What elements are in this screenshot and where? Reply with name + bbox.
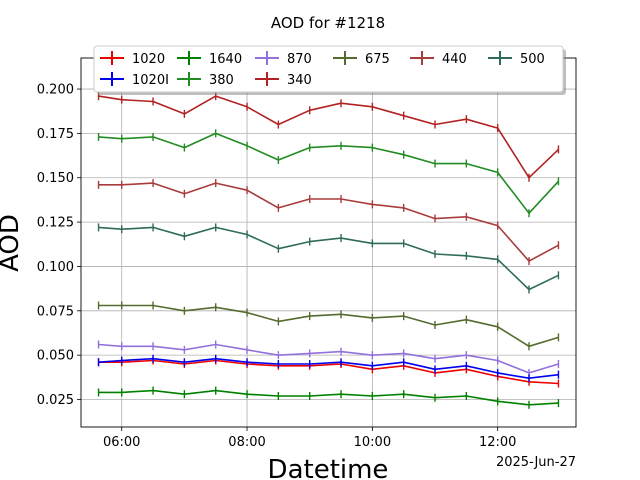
legend: 1020 1640 870 675 440 500 1020I 380 340 — [93, 45, 566, 95]
legend-label: 1020 — [132, 52, 165, 67]
legend-item-380: 380 — [177, 72, 234, 88]
chart-title: AOD for #1218 — [271, 14, 385, 32]
y-tick-label: 0.150 — [37, 171, 74, 186]
y-tick-label: 0.025 — [37, 393, 74, 408]
date-label: 2025-Jun-27 — [496, 455, 576, 470]
x-tick-label: 08:00 — [228, 435, 265, 450]
series-440 — [97, 179, 560, 266]
x-tick-label: 10:00 — [354, 435, 391, 450]
y-tick-label: 0.100 — [37, 260, 74, 275]
legend-label: 500 — [520, 52, 545, 67]
series-380 — [97, 129, 560, 218]
legend-item-1640: 1640 — [177, 51, 242, 67]
y-axis-label: AOD — [0, 214, 25, 272]
legend-item-340: 340 — [255, 72, 312, 88]
legend-item-500: 500 — [488, 51, 545, 67]
legend-item-675: 675 — [333, 51, 390, 67]
series-line — [98, 226, 559, 291]
x-axis-ticks: 06:00 08:00 10:00 12:00 — [103, 427, 516, 450]
series-layer — [97, 92, 560, 409]
series-675 — [97, 301, 560, 351]
series-line — [98, 359, 559, 385]
series-line — [98, 304, 559, 348]
series-1640 — [97, 386, 560, 409]
legend-item-1020I: 1020I — [100, 72, 169, 88]
legend-items: 1020 1640 870 675 440 500 1020I 380 340 — [100, 51, 545, 88]
series-line — [98, 343, 559, 374]
legend-label: 340 — [287, 73, 312, 88]
plot-area — [80, 57, 577, 428]
series-1020I — [97, 354, 560, 383]
series-500 — [97, 223, 560, 294]
y-tick-label: 0.125 — [37, 216, 74, 231]
series-line — [98, 132, 560, 214]
x-axis-label: Datetime — [268, 455, 389, 480]
legend-label: 1020I — [132, 73, 169, 88]
legend-item-870: 870 — [255, 51, 312, 67]
series-line — [98, 357, 559, 380]
y-tick-label: 0.200 — [37, 83, 74, 98]
x-tick-label: 12:00 — [479, 435, 516, 450]
legend-label: 380 — [209, 73, 234, 88]
y-tick-label: 0.050 — [37, 349, 74, 364]
series-line — [98, 182, 559, 262]
series-870 — [97, 340, 560, 377]
series-line — [98, 389, 559, 406]
plot-background — [81, 58, 576, 427]
legend-box — [93, 45, 564, 93]
y-axis-ticks: 0.025 0.050 0.075 0.100 0.125 0.150 0.175 0.200 — [37, 83, 81, 408]
legend-label: 440 — [442, 52, 467, 67]
legend-item-1020: 1020 — [100, 51, 165, 67]
legend-label: 1640 — [209, 52, 242, 67]
legend-label: 870 — [287, 52, 312, 67]
series-line — [98, 95, 560, 179]
x-tick-label: 06:00 — [103, 435, 140, 450]
y-tick-label: 0.175 — [37, 127, 74, 142]
legend-label: 675 — [365, 52, 390, 67]
legend-item-440: 440 — [410, 51, 467, 67]
y-tick-label: 0.075 — [37, 304, 74, 319]
